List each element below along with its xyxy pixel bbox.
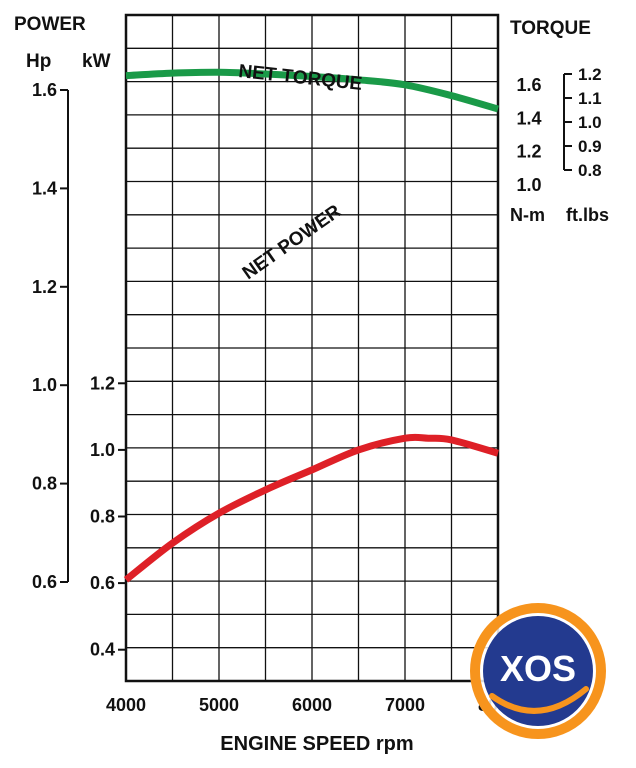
x-axis-title: ENGINE SPEED rpm — [220, 733, 413, 755]
net-power-curve — [123, 433, 499, 583]
x-tick-label: 5000 — [199, 695, 239, 715]
logo-disc — [483, 616, 593, 726]
ftlbs-tick-label: 1.0 — [578, 113, 602, 132]
ftlbs-tick-label: 0.9 — [578, 137, 602, 156]
nm-axis-ticks: 1.6 1.4 1.2 1.0 — [516, 75, 541, 195]
ftlbs-tick-label: 0.8 — [578, 161, 602, 180]
kw-tick-label: 1.0 — [90, 440, 115, 460]
series-group — [123, 68, 499, 583]
hp-axis-ticks: 1.6 1.4 1.2 1.0 0.8 0.6 — [32, 80, 68, 592]
logo-text: XOS — [500, 648, 576, 689]
hp-tick-label: 1.4 — [32, 178, 57, 198]
x-tick-label: 6000 — [292, 695, 332, 715]
hp-tick-label: 0.6 — [32, 572, 57, 592]
ftlbs-tick-label: 1.2 — [578, 65, 602, 84]
hp-tick-label: 0.8 — [32, 474, 57, 494]
kw-tick-label: 0.4 — [90, 640, 115, 660]
x-tick-label: 4000 — [106, 695, 146, 715]
torque-axis-title: TORQUE — [510, 18, 591, 39]
hp-tick-label: 1.0 — [32, 375, 57, 395]
nm-tick-label: 1.2 — [516, 142, 541, 162]
xos-logo: XOS — [470, 603, 606, 739]
nm-unit-label: N-m — [510, 205, 545, 225]
kw-tick-label: 0.8 — [90, 507, 115, 527]
nm-tick-label: 1.4 — [516, 108, 541, 128]
nm-tick-label: 1.6 — [516, 75, 541, 95]
ftlbs-unit-label: ft.lbs — [566, 205, 609, 225]
net-torque-label: NET TORQUE — [237, 61, 363, 95]
kw-unit-label: kW — [82, 51, 111, 72]
x-tick-label: 7000 — [385, 695, 425, 715]
hp-tick-label: 1.2 — [32, 277, 57, 297]
nm-tick-label: 1.0 — [516, 175, 541, 195]
ftlbs-tick-label: 1.1 — [578, 89, 602, 108]
net-power-label: NET POWER — [239, 201, 346, 284]
hp-tick-label: 1.6 — [32, 80, 57, 100]
plot-border — [124, 13, 500, 683]
ftlbs-axis-ticks: 1.2 1.1 1.0 0.9 0.8 — [564, 65, 602, 180]
hp-unit-label: Hp — [26, 51, 51, 72]
kw-tick-label: 0.6 — [90, 573, 115, 593]
x-axis-ticks: 40005000600070008000 — [106, 695, 518, 715]
kw-tick-label: 1.2 — [90, 373, 115, 393]
plot-grid — [126, 15, 498, 681]
net-torque-curve — [125, 68, 499, 113]
kw-axis-ticks: 1.2 1.0 0.8 0.6 0.4 — [90, 373, 126, 660]
power-axis-title: POWER — [14, 14, 86, 35]
logo-ring — [470, 603, 606, 739]
logo-swoosh — [489, 686, 589, 714]
